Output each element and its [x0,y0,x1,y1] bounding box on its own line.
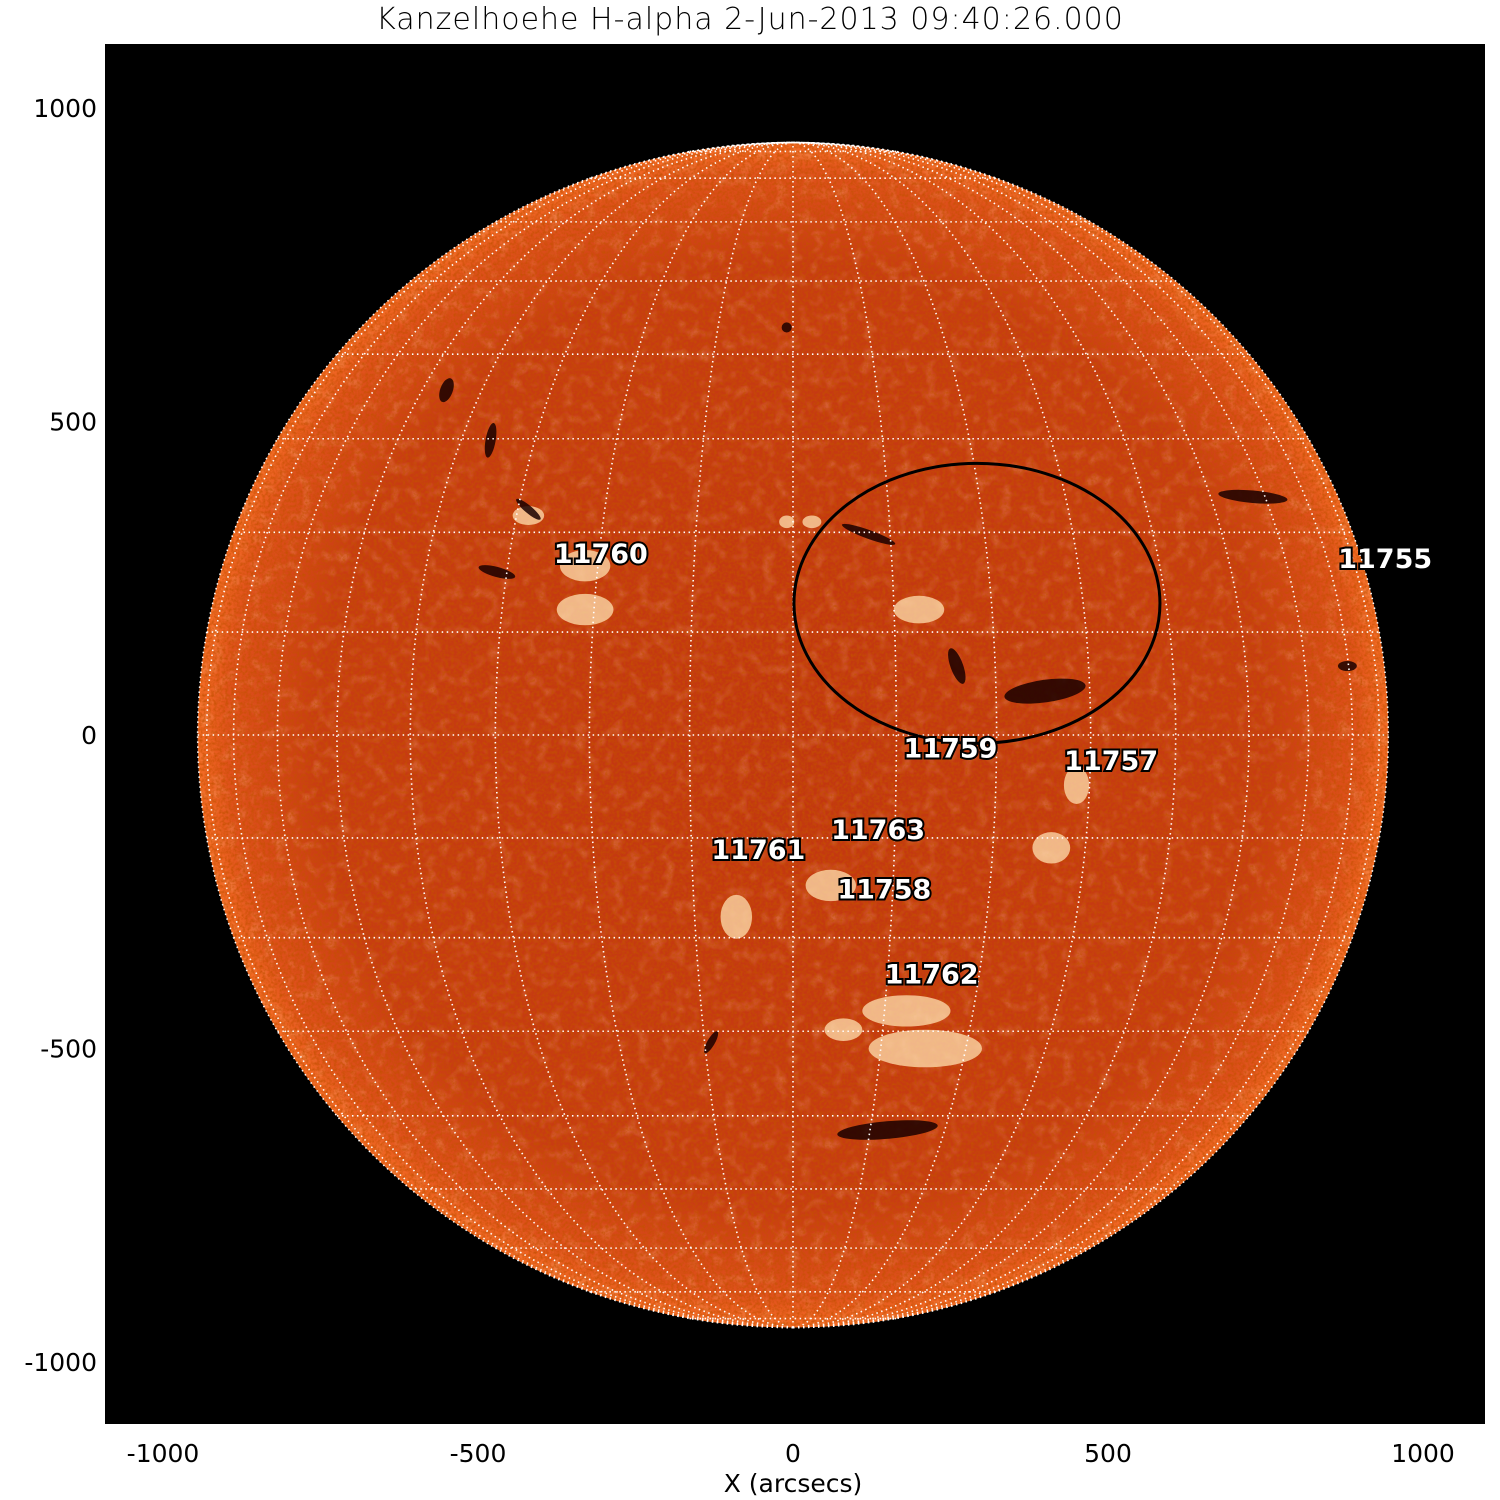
x-tick-label: 1000 [1391,1439,1455,1468]
highlight-circle [792,461,1162,745]
filament [484,422,497,458]
active-region-label: 11763 [831,815,925,846]
plage [1032,832,1071,864]
longitude-line [792,141,898,1329]
longitude-line [792,141,1381,1329]
longitude-line [336,141,794,1329]
filament [1218,489,1288,504]
plage [512,506,545,525]
plage [1063,766,1090,804]
plot-title: Kanzelhoehe H-alpha 2-Jun-2013 09:40:26.… [376,2,1124,37]
filament [439,378,454,403]
filament [516,498,541,520]
filament [704,1031,719,1054]
filament [841,523,896,545]
active-region-label: 11758 [837,875,931,906]
x-tick-label: -500 [450,1439,507,1468]
plage [805,869,856,902]
longitude-line [688,141,794,1329]
filament [1337,661,1357,672]
plage [559,550,611,582]
longitude-line [232,141,794,1329]
longitude-line [792,141,1310,1329]
plage [802,515,822,529]
y-tick-label: 0 [81,721,97,750]
longitude-line [205,141,794,1329]
active-region-label: 11761 [711,835,805,866]
longitude-line [276,141,794,1329]
plage [779,515,795,529]
active-region-label: 11757 [1064,746,1158,777]
y-tick-label: 500 [49,408,97,437]
x-tick-label: -1000 [127,1439,200,1468]
x-tick-label: 500 [1084,1439,1132,1468]
active-region-label: 11762 [885,959,979,990]
plage [893,595,945,624]
active-region-label: 11760 [554,539,648,570]
longitude-line [792,141,998,1329]
filament [781,322,792,333]
x-tick-label: 0 [785,1439,801,1468]
filament [1004,678,1086,704]
filament [948,648,966,684]
filament [837,1120,938,1140]
y-tick-label: 1000 [33,94,97,123]
solar-features [439,322,1357,1140]
plage [868,1029,982,1068]
plage [862,995,951,1027]
longitude-line [588,141,794,1329]
plage [556,593,614,626]
longitude-line [792,141,1354,1329]
x-axis-label: X (arcsecs) [724,1469,863,1498]
active-region-label: 11759 [904,734,998,765]
heliographic-grid [196,141,1390,1329]
y-tick-label: -1000 [24,1348,97,1377]
plage [720,894,753,939]
active-region-label: 11755 [1338,544,1432,575]
filament [478,565,516,579]
y-tick-label: -500 [40,1035,97,1064]
longitude-line [792,141,1250,1329]
plage [824,1018,863,1041]
